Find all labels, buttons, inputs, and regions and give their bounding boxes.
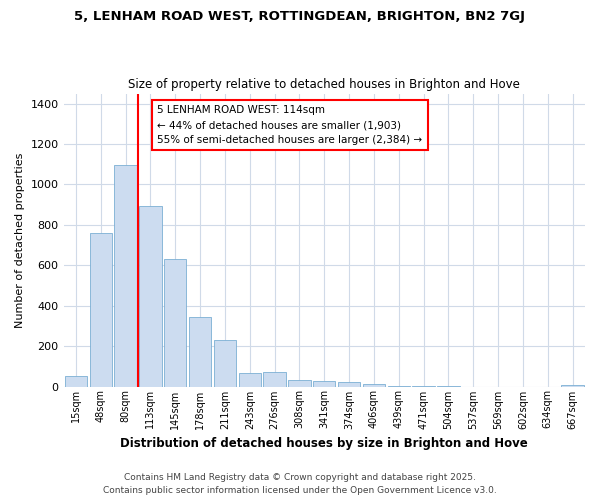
Bar [562,385,584,386]
Title: Size of property relative to detached houses in Brighton and Hove: Size of property relative to detached ho… [128,78,520,91]
Bar [164,259,187,386]
Bar [214,340,236,386]
Bar [189,317,211,386]
Text: 5 LENHAM ROAD WEST: 114sqm
← 44% of detached houses are smaller (1,903)
55% of s: 5 LENHAM ROAD WEST: 114sqm ← 44% of deta… [157,106,422,145]
Text: Contains HM Land Registry data © Crown copyright and database right 2025.
Contai: Contains HM Land Registry data © Crown c… [103,474,497,495]
X-axis label: Distribution of detached houses by size in Brighton and Hove: Distribution of detached houses by size … [121,437,528,450]
Bar [313,382,335,386]
Bar [115,166,137,386]
Bar [65,376,87,386]
Text: 5, LENHAM ROAD WEST, ROTTINGDEAN, BRIGHTON, BN2 7GJ: 5, LENHAM ROAD WEST, ROTTINGDEAN, BRIGHT… [74,10,526,23]
Bar [139,206,161,386]
Bar [89,233,112,386]
Bar [239,374,261,386]
Bar [263,372,286,386]
Bar [288,380,311,386]
Bar [363,384,385,386]
Bar [338,382,360,386]
Y-axis label: Number of detached properties: Number of detached properties [15,152,25,328]
